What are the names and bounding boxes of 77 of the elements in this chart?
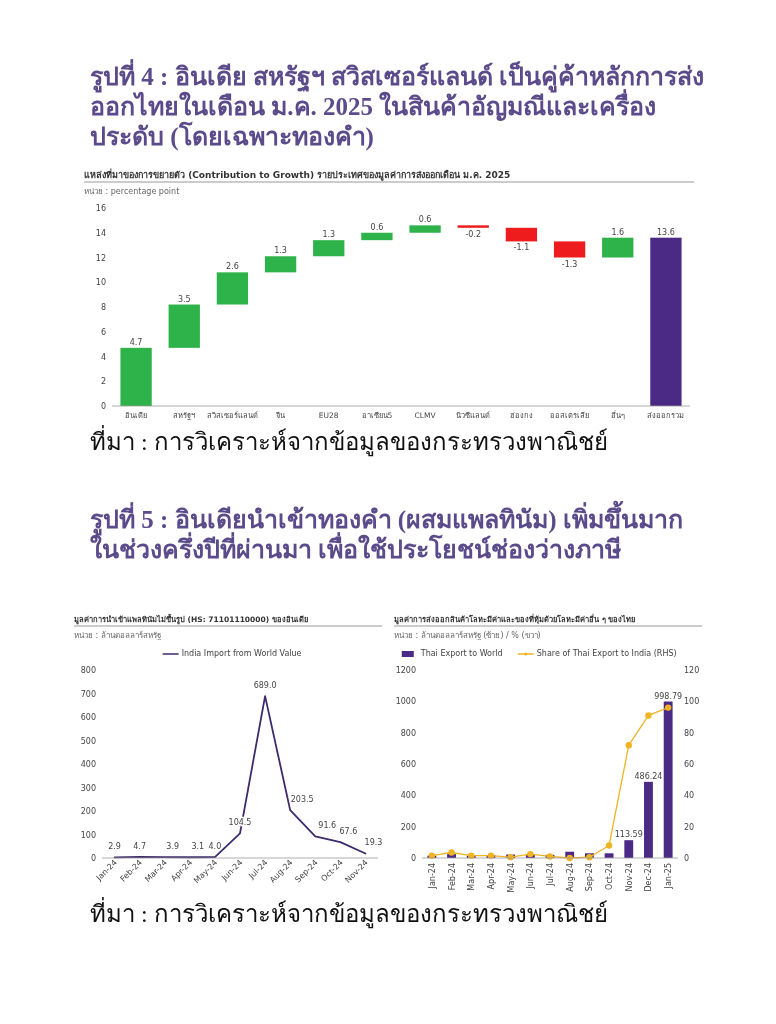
y-tick-label: 800 bbox=[80, 666, 96, 675]
y-tick-label: 0 bbox=[90, 854, 96, 863]
y-tick-label: 200 bbox=[80, 807, 96, 816]
data-label: 2.9 bbox=[108, 842, 121, 852]
data-label: 1.3 bbox=[274, 246, 287, 256]
y-tick-label: 0 bbox=[410, 854, 416, 863]
y-tick-label: 600 bbox=[400, 760, 416, 769]
y-tick-label: 2 bbox=[100, 377, 106, 387]
data-label: 4.7 bbox=[133, 841, 146, 851]
x-tick-label: Apr-24 bbox=[486, 863, 496, 890]
x-tick-label: Sep-24 bbox=[585, 863, 595, 892]
data-label: 486.24 bbox=[634, 771, 663, 781]
data-label: 2.6 bbox=[226, 262, 239, 272]
y-tick-label: 8 bbox=[100, 303, 106, 312]
y-tick-label: 1200 bbox=[395, 666, 416, 675]
data-label: 689.0 bbox=[253, 681, 277, 691]
y2-tick-label: 60 bbox=[684, 760, 695, 769]
data-label: 3.5 bbox=[177, 294, 191, 304]
data-label: 3.9 bbox=[166, 842, 180, 852]
chart-subtitle: หน่วย : ล้านดอลลาร์สหรัฐ bbox=[74, 630, 161, 640]
x-tick-label: May-24 bbox=[506, 863, 516, 893]
data-label: 0.6 bbox=[418, 215, 432, 225]
data-label: 4.0 bbox=[208, 842, 222, 852]
chart-subtitle: หน่วย : percentage point bbox=[84, 187, 180, 196]
data-label: 1.6 bbox=[611, 227, 625, 237]
x-tick-label: Jan-24 bbox=[427, 863, 437, 890]
data-label: 203.5 bbox=[290, 795, 314, 805]
y2-tick-label: 100 bbox=[684, 697, 700, 707]
y2-tick-label: 20 bbox=[684, 822, 695, 832]
y-tick-label: 200 bbox=[400, 822, 416, 832]
data-label: 19.3 bbox=[364, 838, 383, 848]
data-label: 91.6 bbox=[318, 821, 337, 831]
x-tick-label: Mar-24 bbox=[467, 863, 477, 891]
data-label: -1.1 bbox=[513, 243, 530, 253]
data-label: 0.6 bbox=[370, 222, 384, 232]
y-tick-label: 800 bbox=[400, 728, 416, 738]
x-tick-label: Jan-25 bbox=[664, 863, 674, 890]
x-tick-label: Jun-24 bbox=[526, 863, 536, 890]
legend-label: Share of Thai Export to India (RHS) bbox=[536, 649, 677, 658]
chart-title: แหล่งที่มาของการขยายตัว (Contribution to Growth) รายประเทศของมูลค่าการส่งออกเดือน ม.ค. 2025 bbox=[84, 168, 511, 181]
y2-tick-label: 80 bbox=[684, 728, 695, 738]
y-tick-label: 16 bbox=[95, 204, 106, 213]
y-tick-label: 0 bbox=[100, 402, 106, 411]
y-tick-label: 600 bbox=[80, 713, 96, 722]
data-label: -1.3 bbox=[561, 259, 578, 269]
data-label: 4.7 bbox=[129, 337, 143, 347]
x-tick-label: Nov-24 bbox=[624, 863, 634, 892]
legend-label: India Import from World Value bbox=[181, 649, 302, 658]
chart-subtitle: หน่วย : ล้านดอลลาร์สหรัฐ (ซ้าย) / % (ขวา) bbox=[394, 630, 541, 640]
y-tick-label: 4 bbox=[100, 352, 106, 362]
data-label: 67.6 bbox=[339, 827, 358, 837]
data-label: 3.1 bbox=[191, 842, 205, 852]
y-tick-label: 400 bbox=[80, 760, 96, 769]
y-tick-label: 500 bbox=[80, 736, 96, 746]
x-tick-label: Aug-24 bbox=[565, 863, 575, 892]
y2-tick-label: 40 bbox=[684, 791, 695, 801]
x-tick-label: Oct-24 bbox=[605, 863, 615, 890]
y-tick-label: 300 bbox=[80, 783, 96, 793]
y-tick-label: 10 bbox=[95, 278, 106, 288]
y-tick-label: 100 bbox=[80, 830, 96, 840]
y2-tick-label: 0 bbox=[684, 854, 690, 863]
y-tick-label: 12 bbox=[95, 253, 106, 263]
y-tick-label: 400 bbox=[400, 791, 416, 801]
y-tick-label: 14 bbox=[95, 228, 106, 238]
data-label: -0.2 bbox=[465, 229, 482, 239]
y-tick-label: 6 bbox=[100, 327, 106, 337]
data-label: 998.79 bbox=[654, 691, 683, 701]
y2-tick-label: 120 bbox=[684, 666, 700, 675]
y-tick-label: 700 bbox=[80, 689, 96, 699]
x-tick-label: Dec-24 bbox=[644, 863, 654, 892]
x-tick-label: Jul-24 bbox=[546, 863, 555, 887]
data-label: 13.6 bbox=[657, 227, 675, 237]
x-tick-label: Feb-24 bbox=[447, 863, 457, 891]
data-label: 113.59 bbox=[614, 830, 643, 840]
y-tick-label: 1000 bbox=[395, 697, 416, 707]
data-label: 1.3 bbox=[322, 230, 336, 240]
legend-label: Thai Export to World bbox=[419, 649, 503, 658]
